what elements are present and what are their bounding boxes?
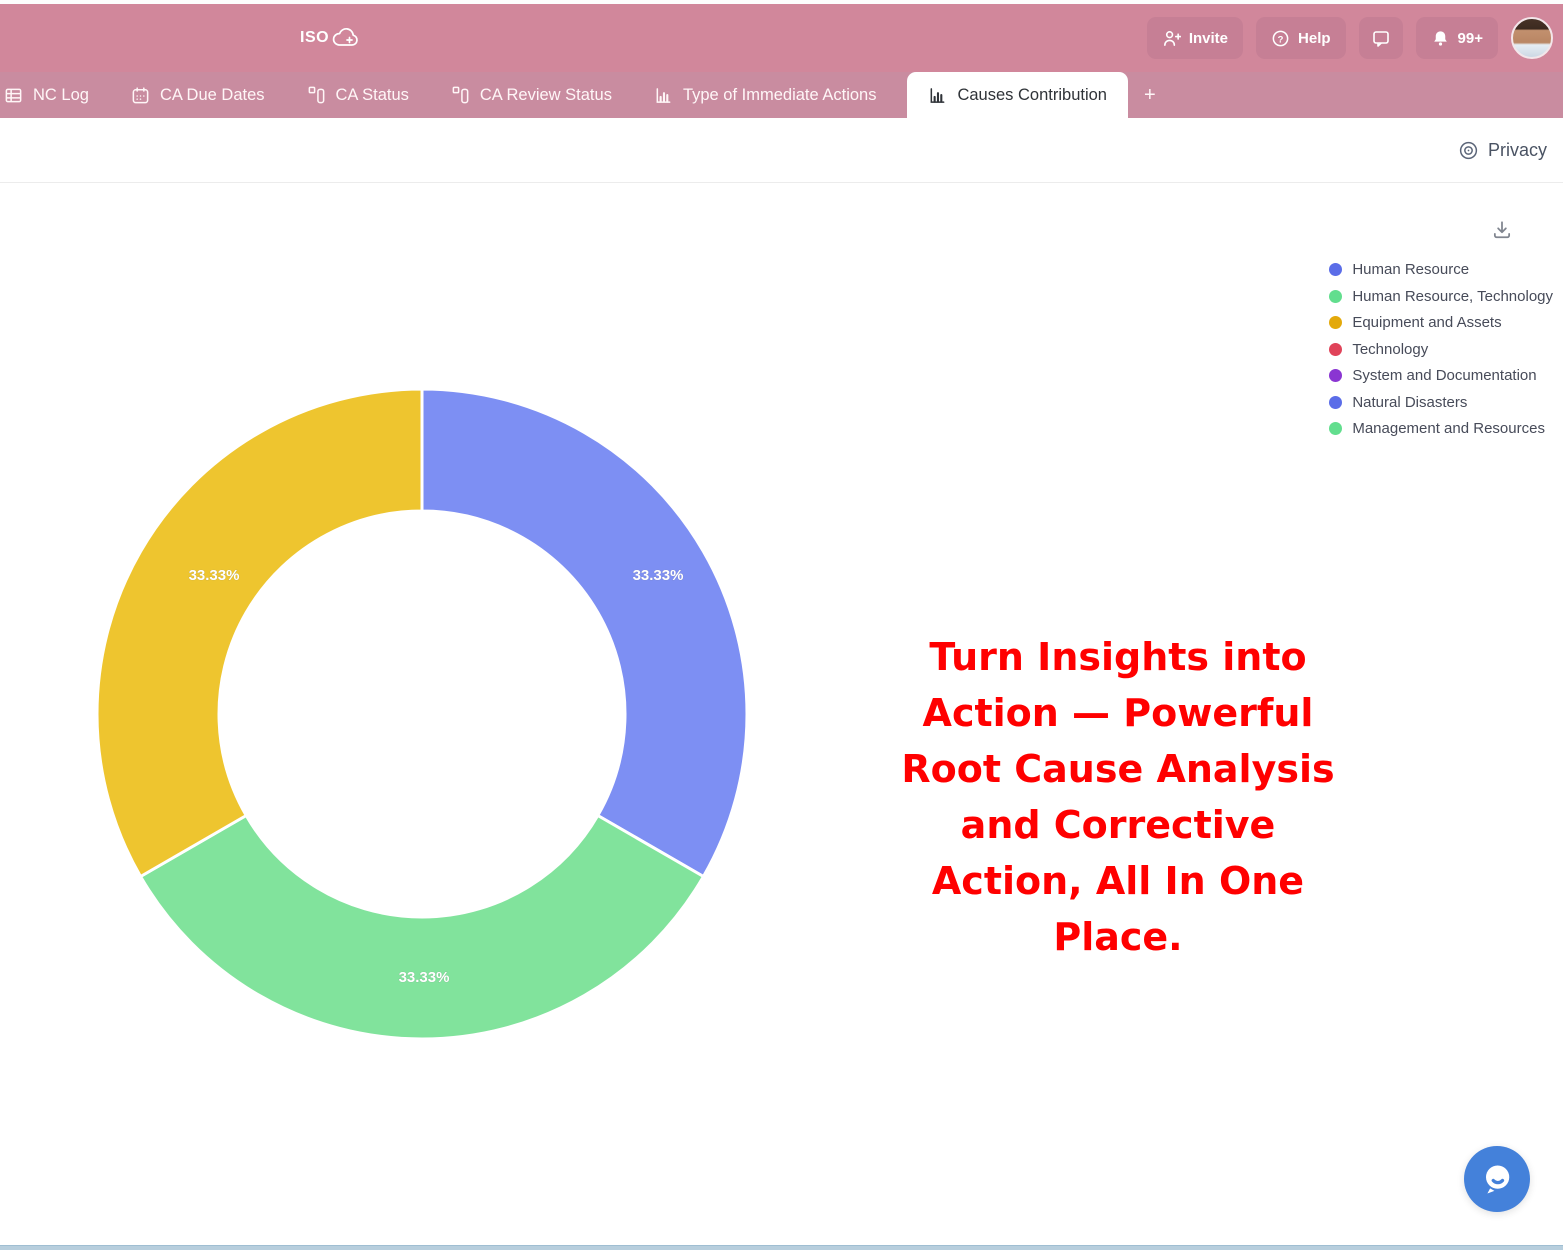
plus-icon: +	[1143, 83, 1156, 106]
slice-equipment-and-assets[interactable]	[95, 387, 424, 879]
privacy-label: Privacy	[1487, 139, 1547, 160]
notification-count-badge: 99+	[1457, 29, 1483, 47]
slice-value-label: 33.33%	[633, 567, 684, 584]
causes-contribution-report: Human Resource Human Resource, Technolog…	[0, 183, 1563, 1245]
tab-label: CA Status	[335, 85, 409, 104]
help-label: Help	[1298, 29, 1331, 47]
tab-label: CA Due Dates	[159, 85, 265, 104]
status-board-icon	[451, 85, 470, 106]
legend-item[interactable]: Human Resource, Technology	[1329, 288, 1553, 305]
download-icon	[1491, 219, 1513, 241]
window-edge	[0, 0, 1563, 4]
privacy-button[interactable]: Privacy	[1458, 140, 1547, 161]
slice-human-resource-technology[interactable]	[138, 813, 706, 1041]
legend-dot	[1329, 342, 1343, 356]
legend-label: Equipment and Assets	[1352, 314, 1502, 331]
feedback-button[interactable]	[1358, 17, 1403, 59]
legend-item[interactable]: Management and Resources	[1329, 420, 1553, 437]
legend-item[interactable]: Natural Disasters	[1329, 394, 1553, 411]
legend-label: Management and Resources	[1352, 420, 1545, 437]
annotation-line: Action — Powerful	[922, 691, 1314, 735]
tab-ca-status[interactable]: CA Status	[286, 72, 430, 118]
bottom-scroll-strip[interactable]	[0, 1245, 1563, 1250]
live-chat-button[interactable]	[1464, 1146, 1530, 1212]
status-board-icon	[307, 85, 326, 106]
tab-ca-due-dates[interactable]: CA Due Dates	[110, 72, 286, 118]
tab-label: NC Log	[33, 85, 89, 104]
download-chart-button[interactable]	[1491, 219, 1513, 241]
privacy-eye-icon	[1458, 140, 1479, 161]
bar-chart-icon	[928, 86, 947, 105]
annotation-line: Place.	[1053, 915, 1183, 959]
tab-causes-contribution[interactable]: Causes Contribution	[907, 72, 1128, 118]
notifications-button[interactable]: 99+	[1415, 17, 1498, 59]
cloud-plus-icon	[331, 26, 361, 50]
legend-label: Technology	[1352, 340, 1429, 358]
legend-dot	[1329, 289, 1343, 303]
question-circle-icon: ?	[1271, 29, 1290, 48]
add-tab-button[interactable]: +	[1128, 72, 1172, 118]
legend-item[interactable]: System and Documentation	[1329, 367, 1553, 384]
header-actions: Invite ? Help	[1146, 17, 1553, 59]
slice-human-resource[interactable]	[420, 387, 749, 879]
annotation-line: and Corrective	[960, 803, 1276, 847]
tab-ca-review-status[interactable]: CA Review Status	[430, 72, 633, 118]
legend-dot	[1329, 395, 1343, 409]
marketing-annotation: Turn Insights into Action — Powerful Roo…	[888, 629, 1348, 965]
legend-label: Natural Disasters	[1352, 393, 1468, 411]
legend-item[interactable]: Technology	[1329, 341, 1553, 358]
slice-value-label: 33.33%	[189, 567, 240, 584]
invite-label: Invite	[1188, 29, 1229, 47]
bar-chart-icon	[654, 86, 673, 105]
tab-type-of-immediate-actions[interactable]: Type of Immediate Actions	[633, 72, 898, 118]
app-header: ISO Invite ? Help	[0, 4, 1563, 72]
donut-chart: 33.33% 33.33% 33.33%	[95, 387, 749, 1041]
legend-label: Human Resource, Technology	[1352, 287, 1553, 305]
comment-icon	[1371, 28, 1391, 48]
svg-text:?: ?	[1278, 34, 1284, 45]
legend-label: Human Resource	[1352, 261, 1470, 278]
slice-value-label: 33.33%	[399, 969, 450, 986]
invite-button[interactable]: Invite	[1146, 17, 1244, 59]
chart-legend: Human Resource Human Resource, Technolog…	[1329, 261, 1553, 437]
legend-dot	[1329, 422, 1343, 435]
annotation-line: Turn Insights into	[929, 635, 1307, 679]
calendar-icon	[131, 86, 150, 105]
legend-dot	[1329, 316, 1343, 329]
legend-item[interactable]: Human Resource	[1329, 261, 1553, 278]
table-icon	[4, 86, 23, 105]
legend-item[interactable]: Equipment and Assets	[1329, 314, 1553, 331]
tab-nc-log[interactable]: NC Log	[0, 72, 110, 118]
bell-icon	[1431, 29, 1450, 48]
annotation-line: Action, All In One	[931, 859, 1305, 903]
report-tab-bar: NC Log CA Due Dates CA Status CA Review …	[0, 72, 1563, 118]
person-plus-icon	[1162, 29, 1181, 48]
tab-label: Causes Contribution	[957, 85, 1107, 104]
help-button[interactable]: ? Help	[1256, 17, 1346, 59]
chat-bubble-icon	[1477, 1159, 1517, 1199]
toolbar-row: Privacy	[0, 118, 1563, 183]
legend-dot	[1329, 369, 1343, 382]
iso-plus-logo: ISO	[300, 4, 361, 72]
tab-label: Type of Immediate Actions	[682, 85, 877, 104]
annotation-line: Root Cause Analysis	[901, 747, 1335, 791]
iso-logo-text: ISO	[300, 29, 330, 46]
legend-label: System and Documentation	[1352, 367, 1537, 384]
legend-dot	[1329, 263, 1343, 276]
tab-label: CA Review Status	[479, 85, 612, 104]
user-avatar[interactable]	[1511, 17, 1553, 59]
